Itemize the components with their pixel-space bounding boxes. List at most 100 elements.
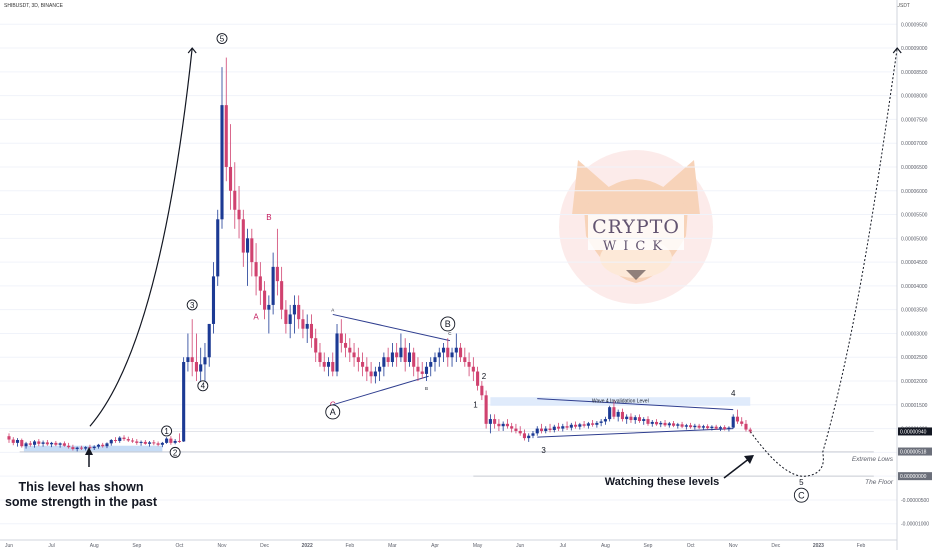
candle-body [527,435,531,439]
x-tick-label: Sep [644,543,653,549]
candle [292,295,296,334]
candle-body [339,333,343,343]
candle-body [177,440,181,442]
projection-path [749,431,824,477]
candle-body [714,426,718,429]
candle [633,415,637,424]
candle [322,352,326,372]
candle [254,243,258,296]
candle [625,414,629,424]
x-tick-label: Mar [388,543,397,549]
x-tick-label: 2023 [813,543,824,549]
candle [24,441,28,449]
candle [156,441,160,447]
candle [731,414,735,429]
candle-body [642,419,646,421]
watching-annotation: Watching these levels [605,476,720,488]
candle-body [548,428,552,431]
candle [105,442,109,449]
candle-body [625,416,629,420]
wave4-invalidation-box [490,397,751,406]
candle [11,437,15,446]
candle [258,262,262,305]
wave-label: C [798,490,805,500]
candle [510,422,514,433]
candle [476,366,480,391]
candle [356,347,360,372]
candle [735,409,740,424]
candle-body [233,190,237,210]
candle [616,409,620,422]
support-arrow-head [85,447,93,455]
candle-body [467,362,471,367]
candle [672,420,676,428]
candle-body [382,357,386,367]
candle-body [156,443,160,445]
candle [539,423,544,434]
candle [186,333,190,372]
candle [224,57,228,182]
candle [433,352,437,372]
candle [437,347,441,367]
candle [126,436,130,442]
candle [484,390,488,429]
y-tick-label: 0.00002000 [901,379,928,385]
candle-body [497,423,501,427]
x-axis: Jun Jul Aug Sep Oct Nov Dec 2022 Feb Mar Apr May Jun… [0,539,897,549]
wave-label: C [448,331,452,336]
support-zone-box [23,445,163,453]
candle-body [309,323,314,339]
candle-body [578,424,582,427]
candle-body [258,276,262,291]
candle-body [118,437,122,441]
candle [288,304,292,339]
wave-label: A [330,407,336,417]
candle-body [211,276,216,324]
wave-label: 3 [541,446,546,455]
trendline [537,398,734,411]
candle [450,347,454,367]
candle-body [11,439,15,443]
candle [582,420,586,428]
candle [15,438,20,447]
candle-body [450,352,454,358]
candle-body [420,371,424,374]
y-tick-label: 0.00009500 [901,22,928,28]
candle [271,252,275,315]
x-tick-label: Jul [48,543,54,549]
candle [182,357,186,442]
logo-text-crypto: CRYPTO [592,216,680,238]
candle-body [501,423,505,427]
wave-label-circle [186,299,198,311]
candle-body [522,433,527,439]
candle-body [718,427,722,429]
candle-body [190,357,194,362]
candle [361,352,365,377]
y-tick-label: 0.00006500 [901,165,928,171]
wave-label-circle [440,316,456,332]
candle-body [365,366,369,372]
candle-body [459,347,463,358]
wave-label-circle [216,33,228,44]
candle-body [591,423,595,425]
wave-label-circle [169,446,181,458]
candle [667,421,671,428]
x-tick-label: Feb [857,543,866,549]
candle-body [608,407,612,420]
candle [459,342,463,362]
candle [101,442,105,448]
candle-body [599,421,603,423]
candle [480,381,484,401]
candle-body [446,347,450,358]
candle [429,357,433,377]
candle-body [50,442,54,445]
candle [241,209,245,267]
candle [207,323,211,367]
candle-body [407,352,411,362]
candle-body [224,105,228,167]
wave-label: B [445,319,451,329]
candle-body [748,429,752,432]
candle [650,420,654,427]
candle [50,441,54,448]
